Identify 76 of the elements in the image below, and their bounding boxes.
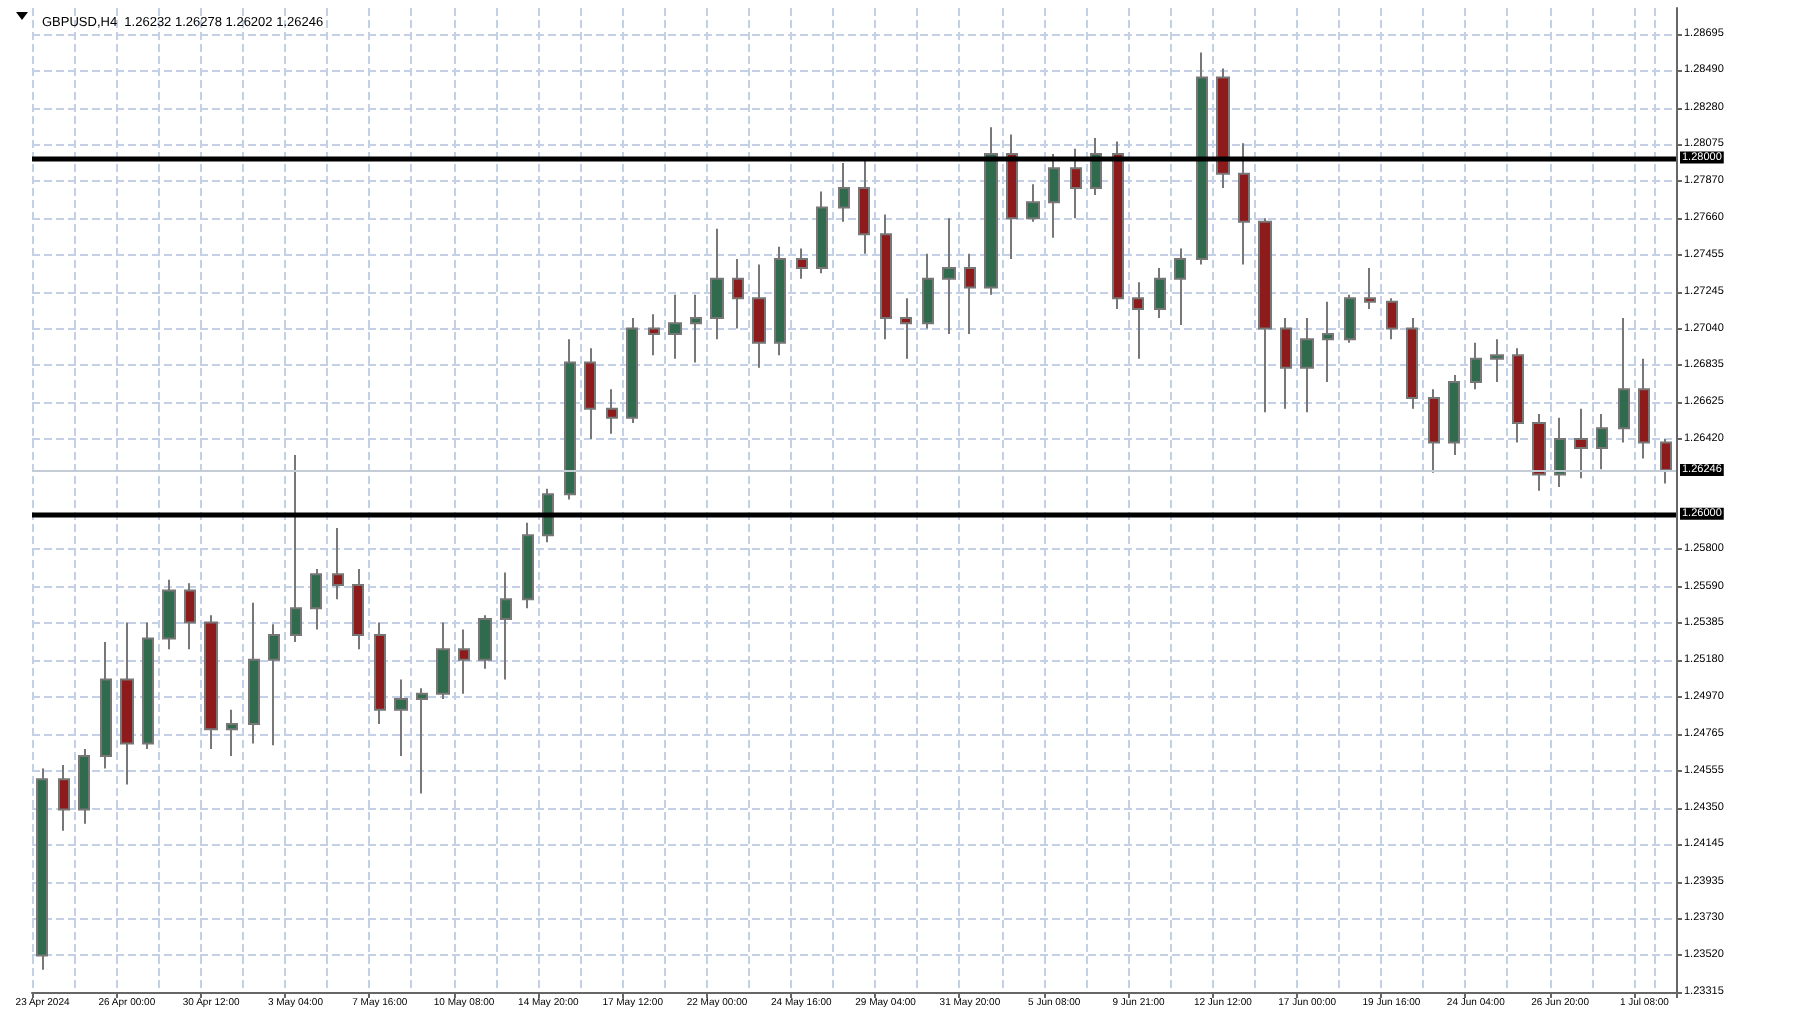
candlestick (564, 338, 576, 501)
candlestick (1070, 147, 1082, 220)
candlestick (416, 687, 428, 795)
candlestick (1026, 183, 1040, 223)
candlestick (626, 316, 638, 424)
candlestick (752, 263, 766, 369)
candlestick (1428, 388, 1440, 474)
candlestick (310, 568, 322, 631)
candlestick (1238, 142, 1250, 266)
candlestick (1258, 217, 1272, 414)
candlestick (732, 258, 744, 330)
candlestick (606, 388, 618, 435)
candlestick (436, 621, 450, 701)
candlestick (478, 614, 492, 670)
candlestick (584, 347, 596, 440)
candlestick (690, 293, 702, 364)
candlestick (1132, 281, 1144, 360)
candlestick (522, 521, 534, 610)
candlestick (880, 213, 892, 341)
candlestick (1300, 316, 1314, 414)
candlestick (1112, 140, 1124, 310)
candlestick (1448, 373, 1460, 457)
candlestick (984, 126, 998, 296)
candlestick (1364, 267, 1376, 310)
candlestick (1532, 413, 1546, 492)
candlestick (942, 217, 956, 335)
candlestick (268, 623, 280, 747)
candlestick (1154, 267, 1166, 319)
candlestick (458, 628, 470, 695)
candlestick (352, 568, 364, 651)
candlestick (838, 161, 850, 223)
candlestick (1596, 413, 1608, 471)
candlestick (58, 763, 70, 832)
candlestick (1470, 341, 1482, 391)
candlestick (332, 527, 344, 601)
candlestick (1386, 297, 1398, 341)
candlestick (184, 582, 196, 651)
candlestick (1174, 247, 1186, 327)
candlestick (1406, 316, 1418, 410)
candlestick (142, 621, 154, 750)
candlestick (1490, 338, 1504, 384)
candlestick (1574, 407, 1588, 480)
candlestick (1006, 133, 1018, 261)
candlestick (1618, 316, 1630, 444)
candlestick (796, 247, 808, 280)
candlestick (394, 678, 408, 758)
candlestick (964, 252, 976, 335)
candlestick (858, 156, 870, 255)
candlestick (1280, 316, 1292, 410)
candlestick (710, 227, 724, 341)
candlestick (162, 578, 176, 651)
candlestick (204, 614, 218, 750)
candlestick (1512, 347, 1524, 444)
candlestick (248, 601, 260, 745)
candlestick (1344, 293, 1356, 344)
candlestick (226, 708, 238, 758)
candlestick (1048, 153, 1060, 239)
candlestick (816, 190, 828, 275)
candlestick (100, 641, 112, 770)
candlestick (1554, 416, 1566, 489)
candlestick (78, 747, 90, 825)
candlestick (36, 767, 48, 971)
candlestick (290, 454, 302, 644)
candlestick (1216, 67, 1230, 189)
candlestick (668, 293, 682, 360)
candlestick (922, 252, 934, 330)
candlestick (1196, 51, 1208, 266)
candlestick (648, 313, 660, 357)
candlestick (774, 245, 786, 357)
candlestick (1660, 438, 1672, 485)
candlestick (1322, 300, 1334, 384)
candlestick (374, 621, 386, 725)
candlestick (500, 571, 512, 681)
candlestick (1638, 357, 1650, 460)
candlestick (120, 621, 134, 786)
candlestick (900, 297, 912, 360)
